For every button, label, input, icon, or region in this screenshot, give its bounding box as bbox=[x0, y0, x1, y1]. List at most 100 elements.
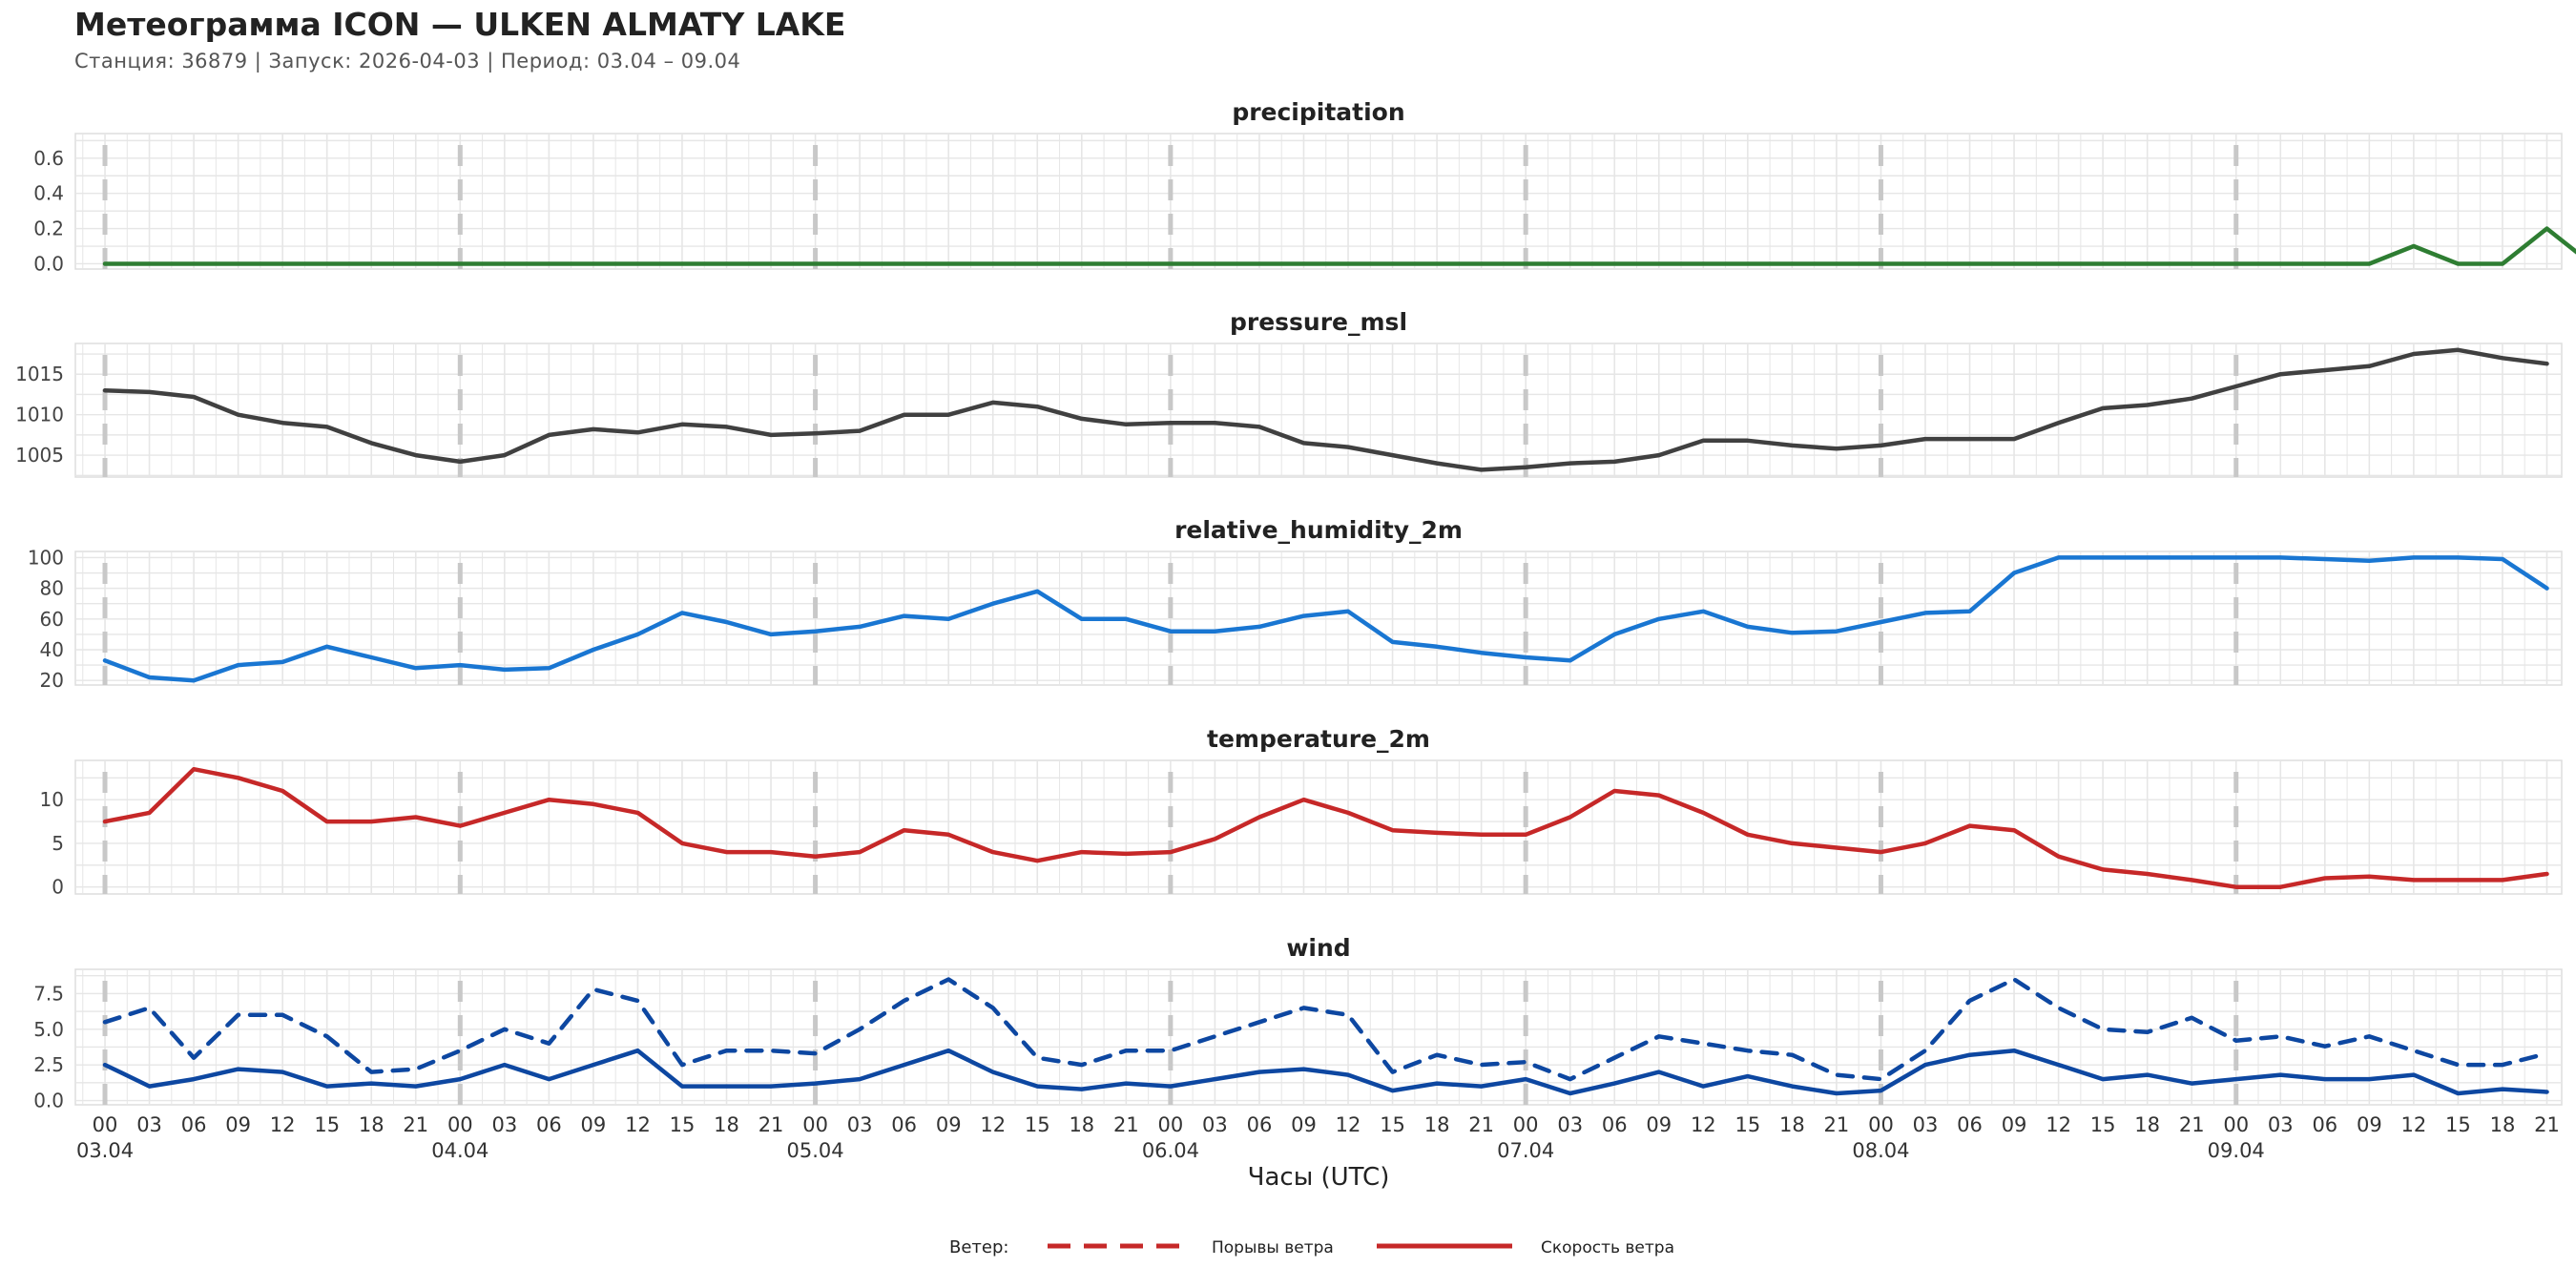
y-tick-label: 1015 bbox=[15, 363, 64, 385]
x-tick-label-hour: 21 bbox=[403, 1113, 428, 1136]
series-line-temperature-2m bbox=[102, 766, 2549, 889]
panel-wind: 0.0 2.5 5.0 7.5 wind bbox=[33, 934, 2563, 1112]
x-tick-label-hour: 00 bbox=[1868, 1113, 1894, 1136]
panel-frame bbox=[74, 759, 2563, 895]
x-tick-label-hour: 15 bbox=[314, 1113, 340, 1136]
legend-gust-label: Порывы ветра bbox=[1212, 1238, 1334, 1257]
panel-title: precipitation bbox=[1232, 98, 1404, 126]
panel-title: wind bbox=[1286, 934, 1350, 962]
x-tick-label-hour: 12 bbox=[980, 1113, 1006, 1136]
panel-title: pressure_msl bbox=[1230, 308, 1407, 336]
x-tick-label-hour: 21 bbox=[2534, 1113, 2560, 1136]
panel-frame bbox=[74, 343, 2563, 478]
x-tick-label-day: 06.04 bbox=[1142, 1139, 1199, 1162]
x-tick-label-hour: 12 bbox=[2046, 1113, 2071, 1136]
series-line-gust bbox=[102, 977, 2549, 1082]
x-tick-label-hour: 12 bbox=[270, 1113, 296, 1136]
y-tick-label: 0.2 bbox=[33, 218, 64, 240]
x-tick-label-hour: 06 bbox=[2312, 1113, 2337, 1136]
x-tick-label-hour: 15 bbox=[670, 1113, 696, 1136]
x-tick-label-hour: 21 bbox=[1113, 1113, 1139, 1136]
x-tick-label-hour: 00 bbox=[93, 1113, 118, 1136]
y-tick-label: 1010 bbox=[15, 404, 64, 426]
x-tick-label-hour: 09 bbox=[2357, 1113, 2382, 1136]
y-tick-label: 10 bbox=[40, 788, 64, 811]
y-tick-label: 0.4 bbox=[33, 182, 64, 205]
x-tick-label-hour: 09 bbox=[2002, 1113, 2027, 1136]
y-tick-label: 100 bbox=[28, 546, 64, 569]
panel-temperature-2m: 0 5 10 temperature_2m bbox=[40, 725, 2563, 899]
x-tick-label-hour: 18 bbox=[1069, 1113, 1094, 1136]
x-tick-label-hour: 21 bbox=[758, 1113, 784, 1136]
y-tick-label: 80 bbox=[40, 577, 64, 600]
y-tick-label: 5 bbox=[52, 832, 64, 855]
x-tick-label-day: 03.04 bbox=[76, 1139, 134, 1162]
legend-title: Ветер: bbox=[949, 1237, 1008, 1257]
x-tick-label-hour: 15 bbox=[1025, 1113, 1050, 1136]
y-tick-label: 0.0 bbox=[33, 1090, 64, 1112]
x-tick-label-hour: 03 bbox=[1913, 1113, 1939, 1136]
panel-frame bbox=[74, 133, 2563, 270]
x-tick-label-hour: 12 bbox=[625, 1113, 651, 1136]
x-tick-label-day: 04.04 bbox=[431, 1139, 488, 1162]
panel-title: relative_humidity_2m bbox=[1174, 516, 1463, 544]
x-tick-label-hour: 15 bbox=[1380, 1113, 1405, 1136]
x-tick-label-hour: 21 bbox=[1468, 1113, 1494, 1136]
y-tick-label: 60 bbox=[40, 608, 64, 631]
x-tick-label-hour: 21 bbox=[2179, 1113, 2205, 1136]
x-tick-label-hour: 06 bbox=[1602, 1113, 1628, 1136]
x-tick-label-hour: 12 bbox=[2401, 1113, 2427, 1136]
x-tick-label-hour: 18 bbox=[1424, 1113, 1450, 1136]
x-tick-label-hour: 06 bbox=[891, 1113, 917, 1136]
panel-title: temperature_2m bbox=[1207, 725, 1430, 753]
x-tick-label-hour: 06 bbox=[536, 1113, 562, 1136]
y-tick-label: 7.5 bbox=[33, 982, 64, 1005]
series-line-precipitation bbox=[102, 226, 2576, 266]
x-tick-label-hour: 09 bbox=[581, 1113, 607, 1136]
series-line-pressure-msl bbox=[102, 347, 2549, 472]
x-tick-label-hour: 03 bbox=[491, 1113, 517, 1136]
x-tick-label-hour: 21 bbox=[1824, 1113, 1850, 1136]
panel-relative-humidity-2m: 20 40 60 80 100 relative_humidity_2m bbox=[28, 516, 2563, 692]
x-tick-label-hour: 00 bbox=[802, 1113, 828, 1136]
x-tick-label-hour: 09 bbox=[1291, 1113, 1317, 1136]
x-tick-label-hour: 00 bbox=[447, 1113, 473, 1136]
y-tick-label: 20 bbox=[40, 669, 64, 692]
x-tick-label-hour: 12 bbox=[1336, 1113, 1361, 1136]
page-title: Метеограмма ICON — ULKEN ALMATY LAKE bbox=[74, 6, 846, 43]
x-tick-label-hour: 18 bbox=[2134, 1113, 2160, 1136]
x-tick-label-day: 09.04 bbox=[2208, 1139, 2265, 1162]
series-line-wind bbox=[102, 1048, 2549, 1096]
x-tick-label-hour: 03 bbox=[136, 1113, 162, 1136]
y-tick-label: 0.0 bbox=[33, 252, 64, 275]
x-tick-label-hour: 09 bbox=[936, 1113, 962, 1136]
x-tick-label-hour: 09 bbox=[225, 1113, 251, 1136]
y-tick-label: 2.5 bbox=[33, 1053, 64, 1076]
panel-pressure-msl: 1005 1010 1015 pressure_msl bbox=[15, 308, 2563, 478]
x-tick-label-hour: 09 bbox=[1646, 1113, 1672, 1136]
x-tick-label-day: 07.04 bbox=[1497, 1139, 1554, 1162]
y-tick-label: 40 bbox=[40, 638, 64, 661]
x-tick-label-hour: 18 bbox=[2490, 1113, 2516, 1136]
x-axis-label: Часы (UTC) bbox=[1248, 1163, 1390, 1192]
x-tick-label-day: 08.04 bbox=[1852, 1139, 1909, 1162]
x-tick-label-hour: 06 bbox=[181, 1113, 207, 1136]
x-tick-label-hour: 06 bbox=[1247, 1113, 1273, 1136]
x-tick-label-hour: 15 bbox=[1735, 1113, 1760, 1136]
x-tick-label-hour: 18 bbox=[359, 1113, 384, 1136]
legend: Ветер: Порывы ветра Скорость ветра bbox=[949, 1237, 1674, 1257]
y-tick-label: 0.6 bbox=[33, 147, 64, 170]
x-tick-label-day: 05.04 bbox=[787, 1139, 844, 1162]
y-tick-label: 0 bbox=[52, 876, 64, 899]
x-tick-label-hour: 00 bbox=[1158, 1113, 1184, 1136]
x-tick-label-hour: 03 bbox=[1202, 1113, 1228, 1136]
x-tick-label-hour: 03 bbox=[1557, 1113, 1583, 1136]
panel-precipitation: 0.0 0.2 0.4 0.6 precipitation bbox=[33, 98, 2576, 275]
x-tick-label-hour: 03 bbox=[2268, 1113, 2294, 1136]
x-tick-label-hour: 15 bbox=[2445, 1113, 2471, 1136]
x-tick-label-hour: 18 bbox=[1779, 1113, 1805, 1136]
series-line-relative-humidity-2m bbox=[102, 555, 2549, 683]
legend-speed-label: Скорость ветра bbox=[1541, 1238, 1674, 1257]
x-tick-label-hour: 06 bbox=[1957, 1113, 1983, 1136]
